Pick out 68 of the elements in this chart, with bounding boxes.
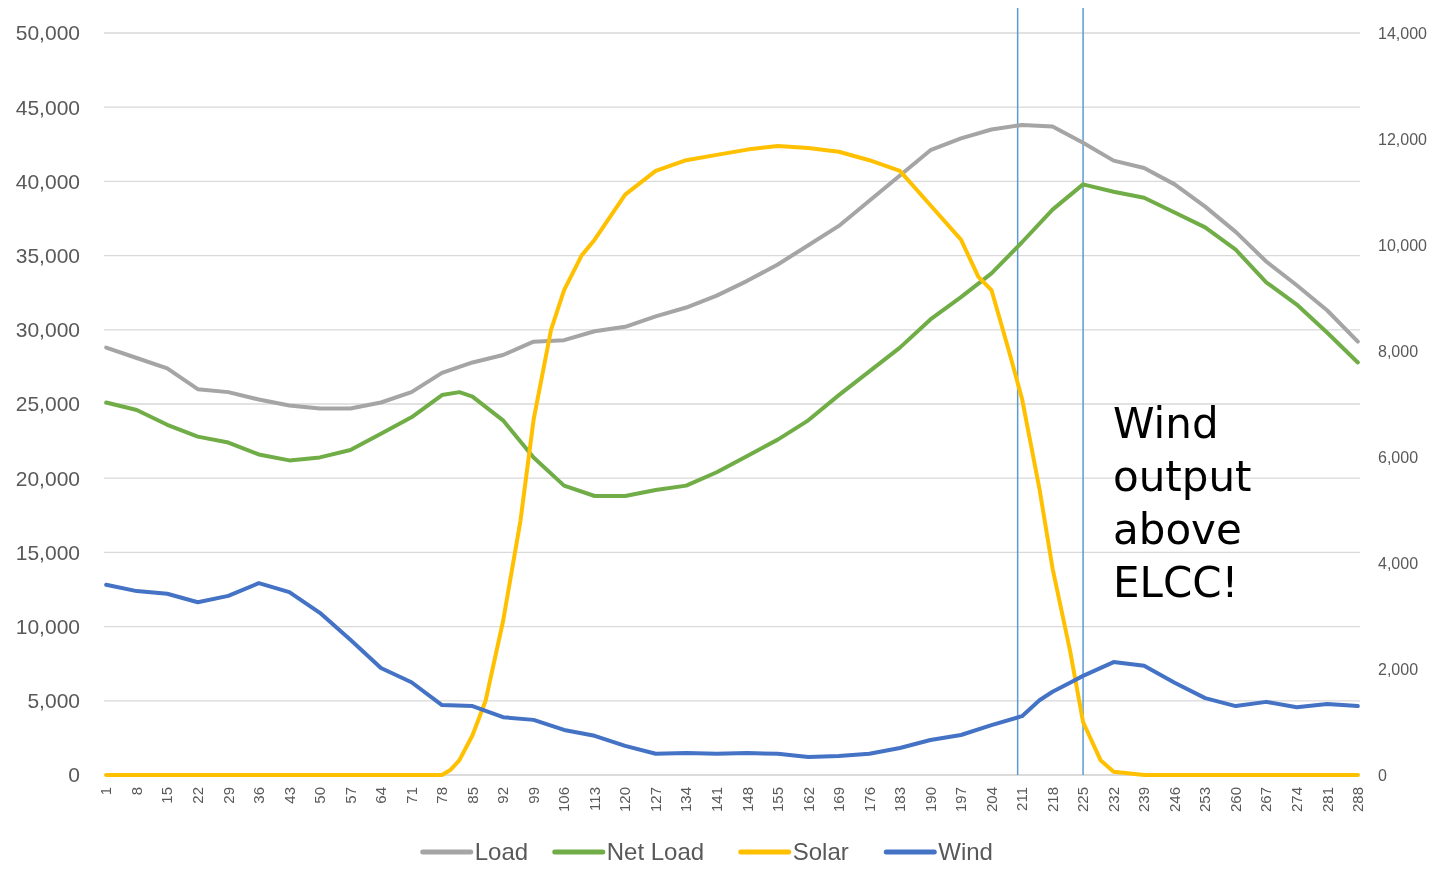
x-tick-label: 253	[1196, 787, 1214, 813]
y-tick-label: 40,000	[15, 169, 80, 193]
annotation: Wind output above ELCC!	[1113, 399, 1252, 607]
x-tick-label: 281	[1318, 787, 1336, 813]
y-tick-label: 50,000	[15, 21, 80, 45]
x-tick-label: 57	[341, 787, 359, 804]
x-tick-label: 190	[921, 787, 939, 813]
x-tick-label: 288	[1349, 787, 1367, 813]
x-tick-label: 50	[311, 787, 329, 804]
x-tick-label: 99	[524, 787, 542, 804]
x-tick-label: 155	[769, 787, 787, 813]
y2-tick-label: 10,000	[1378, 236, 1428, 254]
y-tick-label: 20,000	[15, 466, 80, 490]
x-tick-label: 92	[494, 787, 512, 804]
x-tick-label: 71	[402, 787, 420, 804]
y-tick-label: 10,000	[15, 614, 80, 638]
x-tick-label: 204	[982, 787, 1000, 813]
x-tick-label: 148	[738, 787, 756, 813]
x-tick-label: 218	[1043, 787, 1061, 813]
x-tick-label: 1	[97, 787, 115, 796]
legend-label: Wind	[938, 838, 993, 865]
x-tick-label: 211	[1013, 787, 1031, 811]
x-tick-label: 43	[280, 787, 298, 804]
x-tick-label: 260	[1226, 787, 1244, 813]
x-tick-label: 106	[555, 787, 573, 813]
x-tick-label: 113	[585, 787, 603, 811]
y-tick-label: 25,000	[15, 392, 80, 416]
x-tick-label: 8	[127, 787, 145, 796]
legend-label: Net Load	[606, 838, 705, 865]
x-tick-label: 162	[799, 787, 817, 813]
y-tick-label: 30,000	[15, 318, 80, 342]
y2-tick-label: 6,000	[1378, 448, 1419, 466]
x-tick-label: 176	[860, 787, 878, 813]
y2-tick-label: 2,000	[1378, 660, 1419, 678]
y2-tick-label: 14,000	[1378, 24, 1428, 42]
y2-tick-label: 8,000	[1378, 342, 1419, 360]
y2-tick-label: 12,000	[1378, 130, 1428, 148]
x-tick-label: 246	[1165, 787, 1183, 813]
x-tick-label: 85	[463, 787, 481, 804]
x-tick-label: 78	[433, 787, 451, 804]
x-tick-label: 15	[158, 787, 176, 804]
x-tick-label: 22	[189, 787, 207, 804]
x-tick-label: 29	[219, 787, 237, 804]
line-series	[104, 143, 1360, 777]
y-tick-label: 15,000	[15, 540, 80, 564]
y-tick-label: 5,000	[27, 689, 80, 713]
x-tick-label: 274	[1288, 787, 1306, 813]
y2-tick-label: 4,000	[1378, 554, 1419, 572]
y-tick-label: 45,000	[15, 95, 80, 119]
legend-label: Solar	[792, 838, 849, 865]
x-tick-label: 64	[372, 787, 390, 804]
x-tick-label: 239	[1135, 787, 1153, 813]
x-tick-label: 232	[1104, 787, 1122, 813]
x-tick-label: 225	[1074, 787, 1092, 813]
x-tick-label: 197	[952, 787, 970, 813]
x-tick-label: 267	[1257, 787, 1275, 813]
x-tick-label: 134	[677, 787, 695, 813]
x-tick-label: 127	[646, 787, 664, 813]
x-tick-label: 120	[616, 787, 634, 813]
y-tick-label: 35,000	[15, 243, 80, 267]
x-tick-label: 36	[250, 787, 268, 804]
legend-label: Load	[474, 838, 529, 865]
y-tick-label: 0	[68, 763, 80, 787]
y2-tick-label: 0	[1378, 766, 1387, 784]
x-tick-label: 141	[707, 787, 725, 813]
x-tick-label: 183	[891, 787, 909, 813]
x-tick-label: 169	[830, 787, 848, 813]
line-series	[104, 182, 1360, 499]
